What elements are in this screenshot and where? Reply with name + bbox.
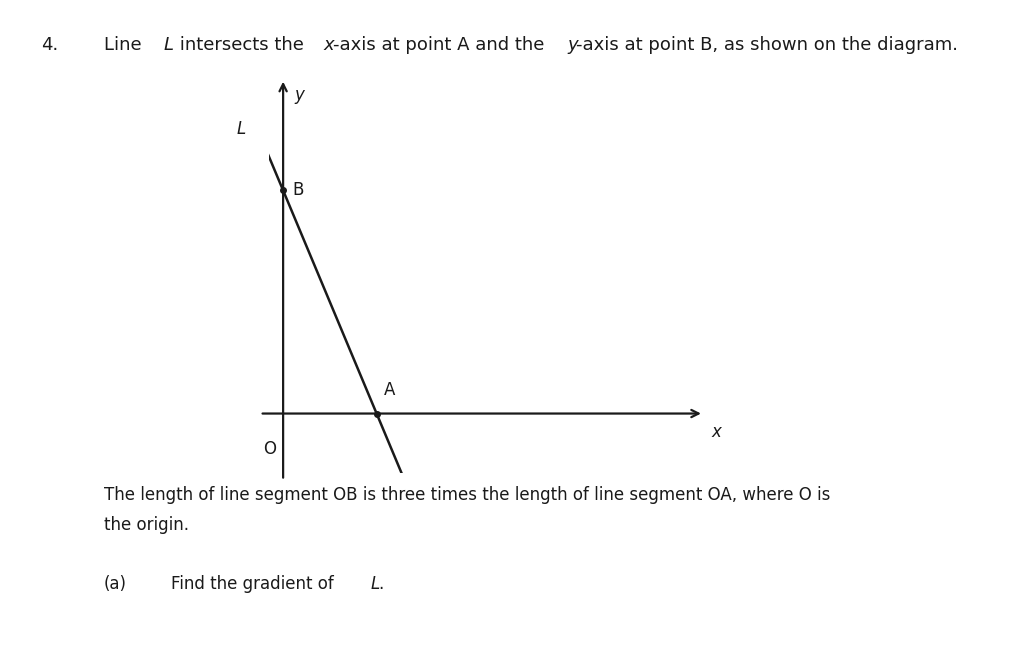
- Text: .: .: [378, 575, 383, 593]
- Text: the origin.: the origin.: [104, 516, 188, 533]
- Text: B: B: [293, 181, 304, 200]
- Text: x: x: [711, 423, 721, 441]
- Text: y: y: [567, 36, 578, 54]
- Text: y: y: [294, 86, 304, 104]
- Text: x: x: [324, 36, 334, 54]
- Text: L: L: [164, 36, 174, 54]
- Text: L: L: [236, 120, 245, 137]
- Text: -axis at point A and the: -axis at point A and the: [333, 36, 551, 54]
- Text: Line: Line: [104, 36, 147, 54]
- Text: 4.: 4.: [41, 36, 59, 54]
- Text: Find the gradient of: Find the gradient of: [171, 575, 338, 593]
- Text: L: L: [371, 575, 380, 593]
- Text: -axis at point B, as shown on the diagram.: -axis at point B, as shown on the diagra…: [576, 36, 958, 54]
- Text: intersects the: intersects the: [174, 36, 309, 54]
- Text: The length of line segment OB is three times the length of line segment OA, wher: The length of line segment OB is three t…: [104, 486, 830, 504]
- Text: (a): (a): [104, 575, 126, 593]
- Text: A: A: [384, 380, 395, 399]
- Text: O: O: [264, 440, 276, 457]
